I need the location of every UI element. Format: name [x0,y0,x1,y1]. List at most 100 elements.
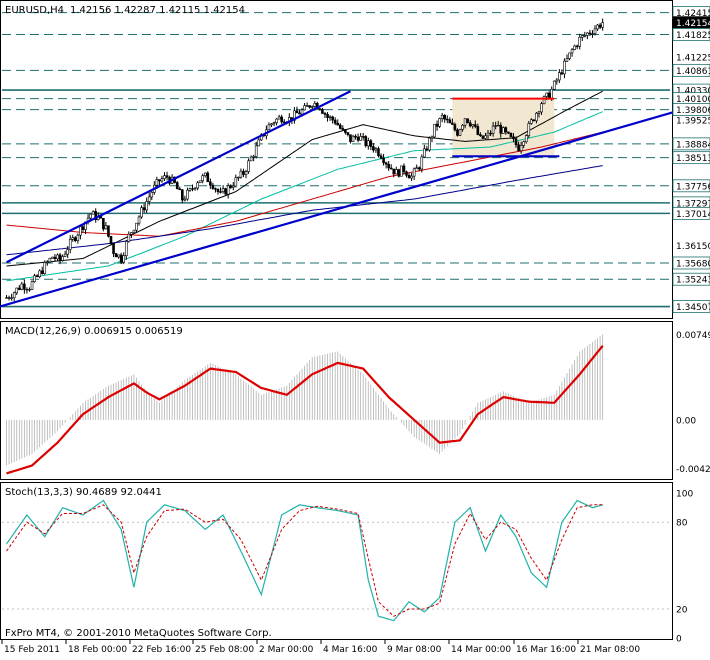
candle [68,235,72,254]
candle [91,210,95,215]
y-tick-label: 1.37014 [676,210,710,220]
candle [51,256,54,259]
candle [257,137,261,147]
candle [30,280,34,291]
candle [593,25,597,36]
candle [514,136,518,148]
candle [456,128,459,137]
candle [364,135,368,148]
candle [249,155,253,162]
candle [443,114,447,123]
macd-y-tick: 0.00 [676,416,696,426]
candle [127,231,131,243]
candle [112,242,115,258]
candle [20,281,24,291]
candle [163,172,166,181]
candle [17,285,21,291]
candle [530,118,533,125]
candle [532,119,536,122]
stoch-signal-line [6,504,603,617]
candle [420,154,424,173]
y-tick-label: 1.41225 [676,53,710,63]
candle [372,142,375,153]
main-ohlc: 1.42156 1.42287 1.42115 1.42154 [70,5,245,16]
candle [586,32,589,40]
candle [377,146,380,158]
candle [122,252,126,265]
candle [35,274,39,278]
candle [104,221,108,230]
x-tick-label: 16 Mar 16:00 [516,645,576,655]
candle [458,128,462,137]
candle [7,295,11,301]
candle [321,107,324,114]
y-tick-label: 1.38884 [676,140,710,150]
y-tick-label: 1.39806 [676,106,710,116]
stoch-y-tick: 0 [676,635,682,645]
candle [303,102,306,111]
candle [181,188,184,204]
candle [63,250,67,258]
candle [484,132,487,140]
candle [537,110,541,118]
candle [76,233,80,244]
candle [356,133,360,143]
candle [147,192,151,206]
y-tick-label: 1.36150 [676,242,710,252]
candle [425,145,429,152]
candle [186,187,189,201]
candle [53,254,57,262]
candle [598,22,602,30]
candle [237,176,240,181]
candle [384,161,388,169]
candle [308,105,311,109]
moving-average-1 [6,111,603,282]
candle [397,168,401,178]
candle [277,114,281,120]
candle [160,175,164,183]
candle [94,208,98,223]
candle [137,215,141,226]
stoch-y-tick: 100 [676,490,693,500]
trendline-0[interactable] [6,90,351,264]
candle [580,34,584,42]
candle [410,172,413,182]
candle [346,132,350,137]
candle [40,266,44,275]
candle [428,136,431,152]
candle [224,187,227,195]
candle [206,171,210,183]
candle [344,129,347,135]
candle [354,134,357,140]
stoch-y-tick: 20 [676,606,688,616]
candle [369,139,373,151]
y-tick-label: 1.42154 [676,19,710,29]
candle [349,134,352,144]
candle [142,203,146,213]
candle [583,31,587,38]
y-tick-label: 1.35243 [676,276,710,286]
candle [165,171,169,181]
candle [494,121,497,130]
candle [496,120,500,127]
trendline-1[interactable] [0,108,682,308]
candle [596,23,599,31]
candle [33,273,36,283]
candle [476,123,480,136]
stoch-panel-frame [0,482,673,640]
candle [43,260,47,275]
copyright-text: FxPro MT4, © 2001-2010 MetaQuotes Softwa… [5,628,272,639]
candle [407,173,411,179]
candle [15,287,19,296]
y-tick-label: 1.35680 [676,259,710,269]
candle [387,160,390,171]
x-tick-label: 21 Mar 08:00 [580,645,640,655]
candle [341,125,345,131]
candle [461,124,464,132]
candle [145,197,148,214]
candle [293,107,296,124]
candle [298,110,301,115]
candle [338,123,342,130]
candle [66,246,69,258]
